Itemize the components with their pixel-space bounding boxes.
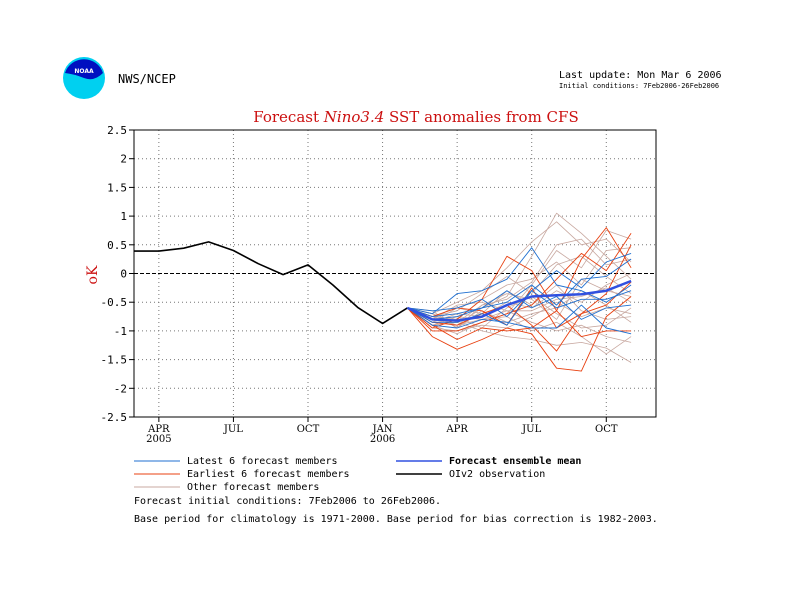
legend-label-other: Other forecast members xyxy=(187,482,319,493)
y-tick-label: 1.5 xyxy=(107,181,127,194)
latest-member-line xyxy=(407,290,632,320)
initial-conditions: Initial conditions: 7Feb2006-26Feb2006 xyxy=(559,82,720,90)
grid-lines xyxy=(134,130,656,417)
latest-member-line xyxy=(407,252,632,326)
title-italic: Nino3.4 xyxy=(323,108,384,126)
footnote-initial-conditions: Forecast initial conditions: 7Feb2006 to… xyxy=(134,496,442,507)
main-lines xyxy=(134,241,632,325)
x-tick-label: OCT xyxy=(297,424,320,435)
earliest-member-line xyxy=(407,233,632,332)
latest-member-line xyxy=(407,247,632,315)
org-name: NWS/NCEP xyxy=(118,72,176,86)
earliest-member-line xyxy=(407,296,632,372)
y-tick-label: -1 xyxy=(114,325,127,338)
y-tick-label: 2 xyxy=(120,153,127,166)
x-tick-sublabel: 2006 xyxy=(370,434,395,445)
legend-label-latest: Latest 6 forecast members xyxy=(187,456,338,467)
chart-title: Forecast Nino3.4 SST anomalies from CFS xyxy=(253,108,578,126)
x-tick-label: APR xyxy=(445,424,468,435)
latest-member-line xyxy=(407,304,632,335)
observation-line xyxy=(134,241,408,325)
latest-members-lines xyxy=(407,247,632,335)
latest-member-line xyxy=(407,290,632,318)
legend-label-earliest: Earliest 6 forecast members xyxy=(187,469,350,480)
other-member-line xyxy=(407,221,632,315)
legend: Latest 6 forecast members Earliest 6 for… xyxy=(134,456,581,493)
other-member-line xyxy=(407,301,632,332)
noaa-logo: NOAA xyxy=(63,57,105,99)
other-members-lines xyxy=(407,212,632,363)
title-prefix: Forecast xyxy=(253,108,324,126)
x-tick-label: JUL xyxy=(223,424,243,435)
earliest-member-line xyxy=(407,307,632,340)
y-tick-label: 2.5 xyxy=(107,124,127,137)
y-tick-label: 1 xyxy=(120,210,127,223)
x-tick-label: APR xyxy=(147,424,170,435)
y-tick-label: 0 xyxy=(120,268,127,281)
last-update: Last update: Mon Mar 6 2006 xyxy=(559,70,722,81)
y-axis-label: oK xyxy=(85,265,101,284)
x-tick-label: JUL xyxy=(521,424,541,435)
footnote-base-period: Base period for climatology is 1971-2000… xyxy=(134,514,658,525)
ensemble-mean-line xyxy=(406,279,632,322)
x-tick-label: JAN xyxy=(372,424,393,435)
earliest-member-line xyxy=(407,281,632,329)
earliest-member-line xyxy=(407,244,632,352)
y-tick-label: -2 xyxy=(114,382,127,395)
logo-text: NOAA xyxy=(74,68,94,75)
x-tick-label: OCT xyxy=(595,424,618,435)
y-tick-label: -1.5 xyxy=(101,354,128,367)
y-axis: 2.5 2 1.5 1 0.5 0 -0.5 -1 -1.5 -2 -2.5 xyxy=(101,124,134,424)
y-tick-label: -2.5 xyxy=(101,411,128,424)
y-tick-label: 0.5 xyxy=(107,239,127,252)
legend-label-mean: Forecast ensemble mean xyxy=(449,456,581,467)
y-tick-label: -0.5 xyxy=(101,296,128,309)
x-tick-sublabel: 2005 xyxy=(146,434,171,445)
title-suffix: SST anomalies from CFS xyxy=(384,108,578,126)
latest-member-line xyxy=(407,258,632,320)
legend-label-observation: OIv2 observation xyxy=(449,469,545,480)
other-member-line xyxy=(407,255,632,318)
